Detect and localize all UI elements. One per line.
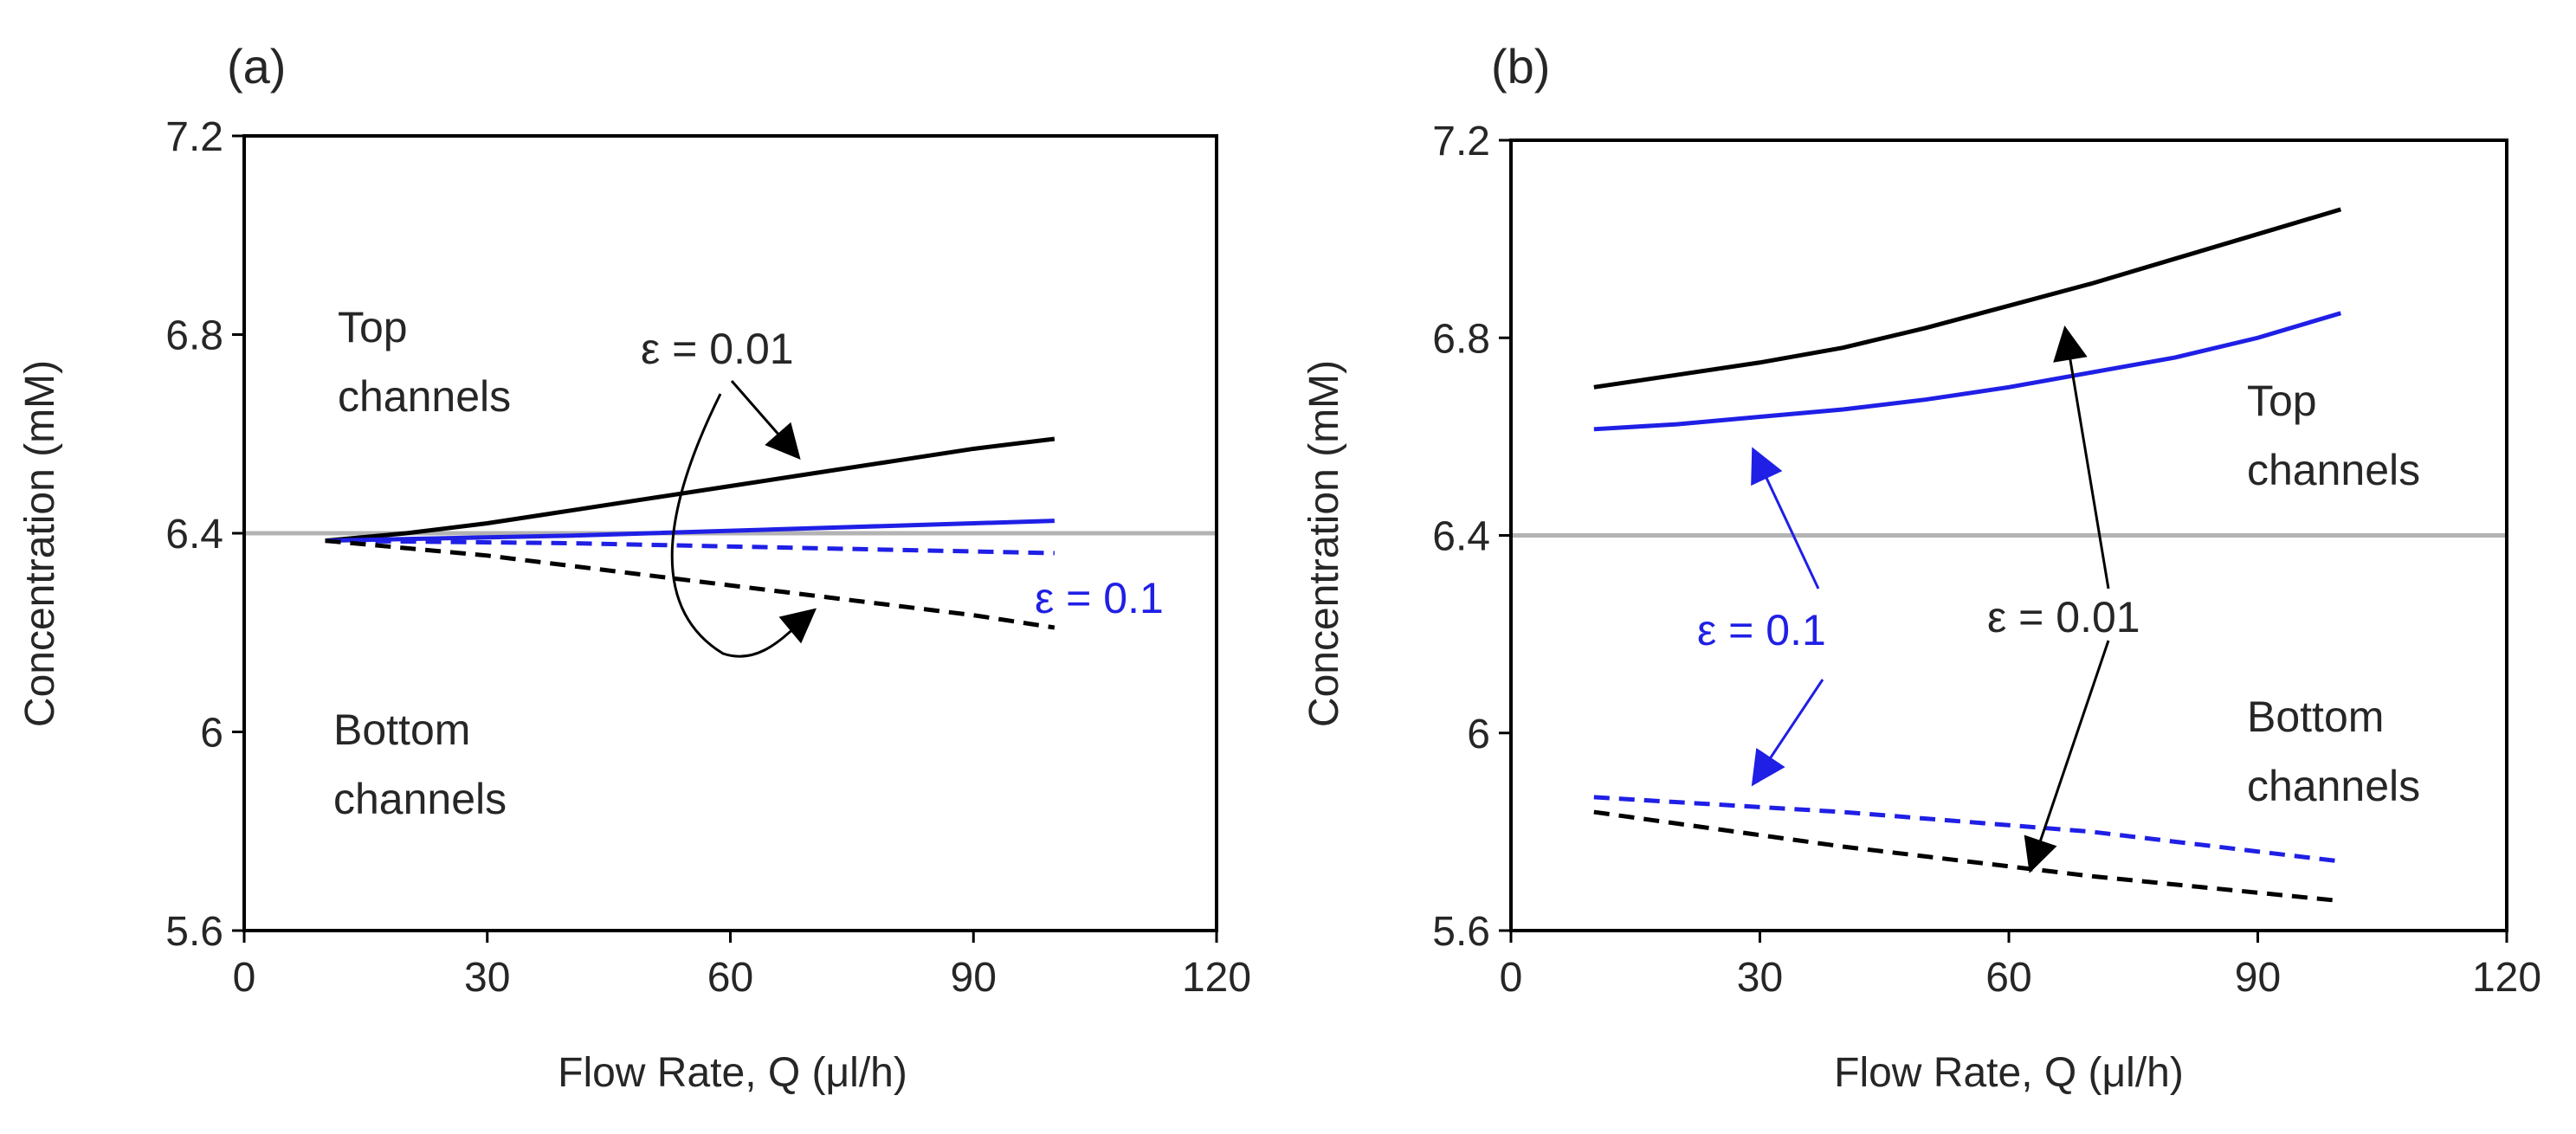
panel-b-xtick-label: 120 — [2472, 955, 2541, 1001]
panel-a-top-label-line1: Top — [338, 303, 408, 351]
panel-b-xtick-label: 60 — [1985, 955, 2031, 1001]
panel-a-series-line-2 — [325, 538, 1055, 556]
panel-a-plot-frame — [242, 134, 1218, 932]
panel-b-ytick-label: 6.8 — [1432, 316, 1490, 362]
panel-b-arrow-bottom-blue — [1751, 679, 1824, 787]
panel-a-series-line-0 — [325, 436, 1056, 544]
panel-b-plot-frame — [1509, 139, 2508, 932]
panel-b-xtick-label: 90 — [2235, 955, 2281, 1001]
panel-a-xtick-label: 120 — [1182, 955, 1251, 1001]
panel-a: (a) Concentration (mM) Flow Rate, Q (μl/… — [17, 39, 1251, 1096]
panel-a-top-label-line2: channels — [338, 372, 511, 421]
panel-b-ytick-label: 6.4 — [1432, 514, 1490, 560]
panel-b-series-line-1 — [1593, 311, 2342, 432]
panel-a-arrow-top — [730, 380, 801, 461]
panel-b-eps-small-label: ε = 0.01 — [1987, 593, 2140, 641]
panel-a-bottom-label-line2: channels — [333, 775, 507, 823]
panel-a-eps-large-label: ε = 0.1 — [1035, 574, 1164, 622]
panel-b-ytick-label: 7.2 — [1432, 119, 1490, 164]
panel-b: (b) Concentration (mM) Flow Rate, Q (μl/… — [1301, 39, 2541, 1096]
panel-a-ytick-label: 5.6 — [165, 909, 223, 955]
panel-b-arrow-bottom — [2024, 640, 2110, 873]
panel-b-bottom-label-line1: Bottom — [2247, 693, 2384, 741]
panel-b-arrow-top-blue — [1751, 447, 1820, 590]
panel-b-ytick-label: 5.6 — [1432, 909, 1490, 955]
panel-b-arrow-top — [2053, 325, 2110, 590]
panel-a-eps-small-label: ε = 0.01 — [641, 325, 794, 373]
panel-a-xtick-label: 60 — [707, 955, 753, 1001]
panel-a-ytick-label: 6.8 — [165, 313, 223, 359]
panel-a-series-line-1 — [325, 519, 1055, 544]
panel-b-xtick-label: 30 — [1737, 955, 1783, 1001]
panel-b-label: (b) — [1491, 39, 1550, 93]
panel-a-xtick-label: 0 — [233, 955, 256, 1001]
panel-a-series-line-3 — [325, 538, 1056, 630]
panel-a-xlabel: Flow Rate, Q (μl/h) — [558, 1050, 907, 1096]
panel-b-bottom-label-line2: channels — [2247, 762, 2420, 810]
panel-a-bottom-label-line1: Bottom — [333, 706, 470, 754]
panel-a-arrow-bottom — [670, 393, 817, 658]
panel-b-xlabel: Flow Rate, Q (μl/h) — [1834, 1050, 2184, 1096]
panel-a-label: (a) — [227, 39, 286, 93]
panel-a-ytick-label: 7.2 — [165, 114, 223, 160]
panel-b-top-label-line2: channels — [2247, 446, 2420, 494]
panel-a-ytick-label: 6.4 — [165, 512, 223, 557]
panel-a-ytick-label: 6 — [200, 711, 223, 757]
panel-b-ytick-label: 6 — [1467, 712, 1490, 757]
panel-b-top-label-line1: Top — [2247, 377, 2317, 425]
panel-a-xtick-label: 30 — [464, 955, 510, 1001]
panel-b-ylabel: Concentration (mM) — [1301, 360, 1347, 727]
panel-b-eps-large-label: ε = 0.1 — [1697, 606, 1826, 654]
panel-a-ylabel: Concentration (mM) — [17, 360, 63, 727]
panel-b-series-line-3 — [1593, 809, 2341, 904]
panel-b-series-line-0 — [1593, 207, 2342, 390]
panel-a-xtick-label: 90 — [951, 955, 997, 1001]
panel-b-xtick-label: 0 — [1500, 955, 1523, 1001]
